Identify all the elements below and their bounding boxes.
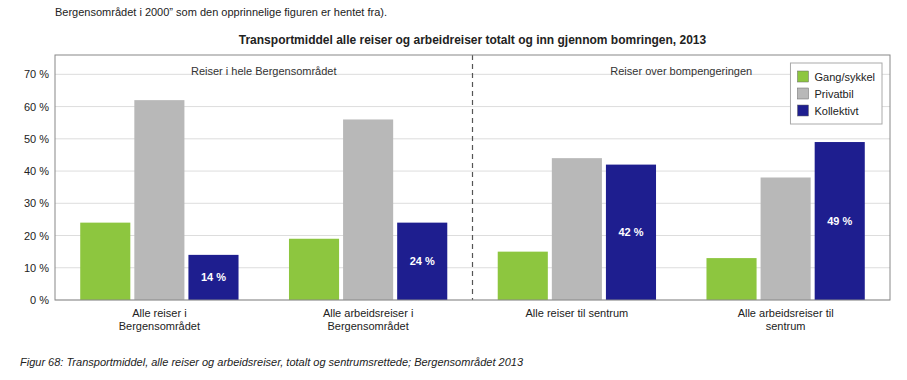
- y-tick-label: 60 %: [24, 101, 49, 113]
- chart: Bergensområdet i 2000” som den opprinnel…: [0, 0, 907, 380]
- legend-label: Privatbil: [814, 88, 853, 100]
- x-tick-label-line: Alle reiser til sentrum: [526, 307, 629, 319]
- y-tick-label: 50 %: [24, 133, 49, 145]
- plot-frame: [55, 55, 890, 300]
- x-tick-label: Alle arbeidsreiser iBergensområdet: [323, 307, 413, 332]
- legend-swatch: [797, 105, 808, 116]
- data-label: 14 %: [201, 271, 226, 283]
- plot-area: [55, 55, 890, 300]
- x-tick-label-line: Alle arbeidsreiser i: [323, 307, 413, 319]
- bar: [761, 178, 811, 301]
- bar: [552, 158, 602, 300]
- bar: [343, 119, 393, 300]
- legend-swatch: [797, 88, 808, 99]
- legend-label: Kollektivt: [814, 105, 858, 117]
- x-tick-label: Alle reiser iBergensområdet: [119, 307, 200, 332]
- bar: [706, 258, 756, 300]
- bar: [498, 252, 548, 300]
- y-tick-label: 20 %: [24, 230, 49, 242]
- legend-swatch: [797, 71, 808, 82]
- x-tick-label-line: Alle arbeidsreiser til: [738, 307, 834, 319]
- section-label: Reiser over bompengeringen: [610, 65, 752, 77]
- y-tick-label: 30 %: [24, 197, 49, 209]
- x-tick-label-line: sentrum: [766, 320, 806, 332]
- data-label: 24 %: [410, 255, 435, 267]
- section-label: Reiser i hele Bergensområdet: [191, 65, 337, 77]
- bar: [134, 100, 184, 300]
- section-divider: [472, 55, 473, 300]
- title: Transportmiddel alle reiser og arbeidrei…: [239, 33, 707, 47]
- y-tick-label: 10 %: [24, 262, 49, 274]
- data-labels: 14 % 24 % 42 % 49 %: [201, 215, 853, 283]
- caption: Figur 68: Transportmiddel, alle reiser o…: [20, 356, 524, 368]
- y-tick-label: 70 %: [24, 68, 49, 80]
- legend-label: Gang/sykkel: [814, 71, 875, 83]
- data-label: 42 %: [618, 226, 643, 238]
- bar: [606, 165, 656, 300]
- x-tick-label: Alle arbeidsreiser tilsentrum: [738, 307, 834, 332]
- legend: Gang/sykkel Privatbil Kollektivt: [790, 63, 882, 124]
- y-tick-label: 40 %: [24, 165, 49, 177]
- y-tick-label: 0 %: [30, 294, 49, 306]
- bar: [188, 255, 238, 300]
- bar: [397, 223, 447, 300]
- data-label: 49 %: [827, 215, 852, 227]
- x-tick-label: Alle reiser til sentrum: [526, 307, 629, 319]
- x-tick-label-line: Bergensområdet: [327, 320, 408, 332]
- bar: [815, 142, 865, 300]
- bar: [80, 223, 130, 300]
- top-text: Bergensområdet i 2000” som den opprinnel…: [55, 6, 387, 18]
- legend-box: [790, 63, 882, 124]
- bar: [289, 239, 339, 300]
- x-tick-label-line: Alle reiser i: [132, 307, 186, 319]
- x-tick-label-line: Bergensområdet: [119, 320, 200, 332]
